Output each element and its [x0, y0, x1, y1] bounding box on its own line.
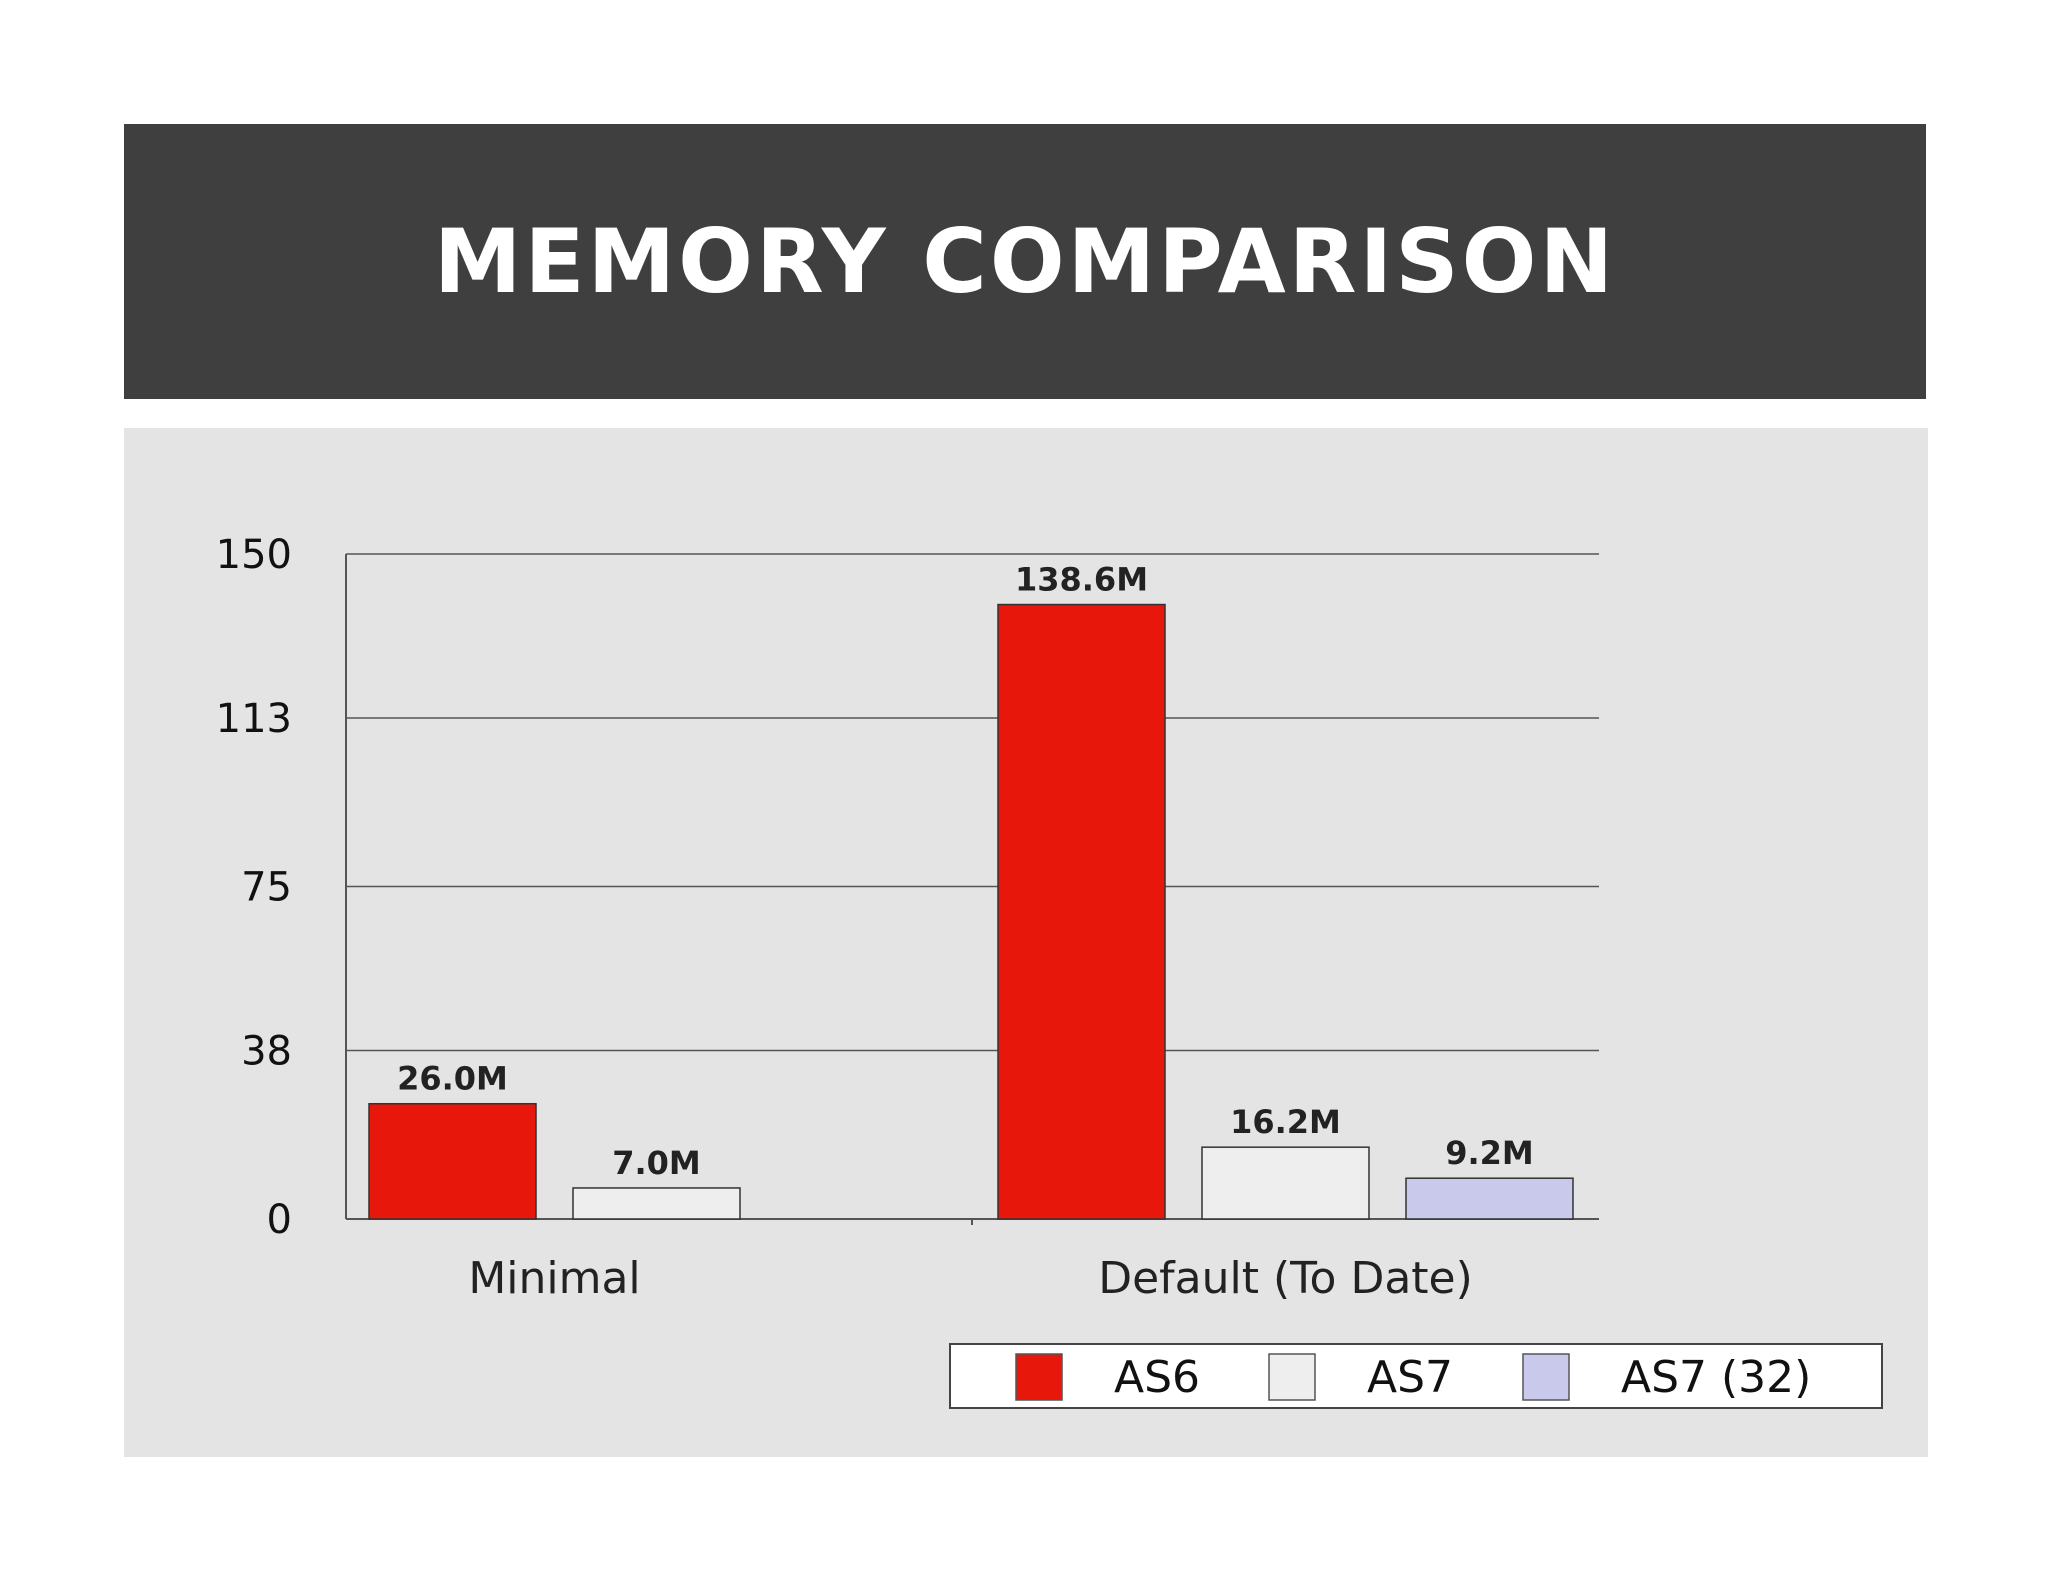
data-label: 26.0M: [397, 1060, 508, 1098]
legend-swatch-as6: [1015, 1353, 1063, 1401]
y-tick-label: 150: [216, 532, 292, 578]
bar-as7-32-default-to-date: [1405, 1177, 1574, 1220]
data-label: 9.2M: [1445, 1134, 1534, 1172]
legend-label: AS7 (32): [1621, 1352, 1811, 1403]
bar-as6-minimal: [368, 1102, 537, 1220]
y-tick-label: 113: [216, 696, 292, 742]
x-tick-label: Minimal: [468, 1253, 640, 1304]
bar-chart: 0 38 75 113 150 26.0M 7.0M Minimal 138.6M 16.2M 9.…: [216, 532, 1883, 1409]
y-tick-label: 0: [267, 1197, 292, 1243]
legend-swatch-as7-32: [1522, 1353, 1570, 1401]
y-tick-label: 75: [241, 865, 292, 911]
chart-panel: 0 38 75 113 150 26.0M 7.0M Minimal 138.6M 16.2M 9.…: [124, 428, 1928, 1457]
data-label: 138.6M: [1015, 561, 1148, 599]
data-label: 7.0M: [612, 1144, 701, 1182]
bar-as7-minimal: [572, 1187, 741, 1220]
slide-title: MEMORY COMPARISON: [433, 210, 1617, 313]
title-bar: MEMORY COMPARISON: [124, 124, 1926, 399]
data-label: 16.2M: [1230, 1103, 1341, 1141]
x-tick-label: Default (To Date): [1098, 1253, 1473, 1304]
legend-swatch-as7: [1268, 1353, 1316, 1401]
y-tick-label: 38: [241, 1029, 292, 1075]
legend-box: [949, 1343, 1883, 1409]
bar-as6-default-to-date: [997, 603, 1166, 1220]
bar-as7-default-to-date: [1201, 1146, 1370, 1220]
legend-label: AS6: [1114, 1352, 1200, 1403]
legend-label: AS7: [1367, 1352, 1453, 1403]
